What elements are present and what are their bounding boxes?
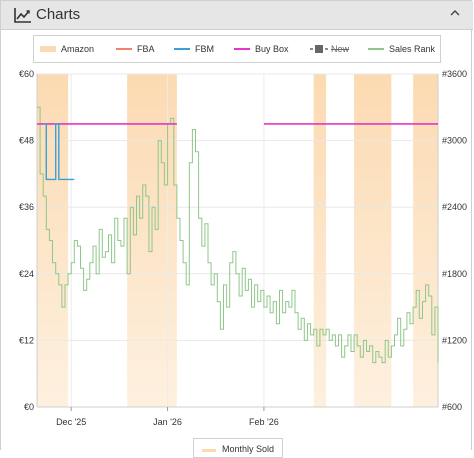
y-left-tick-label: €12 [19, 335, 34, 345]
legend-label: Buy Box [255, 44, 289, 54]
chevron-up-icon[interactable] [448, 6, 462, 20]
amazon-stock-band [413, 74, 438, 407]
charts-panel-header[interactable]: Charts [1, 1, 473, 30]
y-left-tick-label: €24 [19, 269, 34, 279]
x-tick-label: Feb '26 [249, 417, 279, 427]
legend-swatch [368, 48, 384, 50]
legend-label: FBM [195, 44, 214, 54]
legend-swatch [116, 48, 132, 50]
y-left-tick-label: €36 [19, 202, 34, 212]
legend-swatch [174, 48, 190, 50]
legend-swatch [202, 449, 216, 452]
legend-label: Sales Rank [389, 44, 436, 54]
y-right-tick-label: #600 [442, 402, 462, 412]
y-right-tick-label: #1800 [442, 269, 467, 279]
legend-label: FBA [137, 44, 155, 54]
price-history-chart[interactable]: €0 €12 €24 €36 €48 €60 #600 #1200 #1800 #2400 #300… [1, 63, 473, 451]
y-left-tick-label: €48 [19, 136, 34, 146]
legend-label: New [331, 44, 350, 54]
chart-legend: Amazon FBA FBM Buy Box New Sales Rank [33, 35, 441, 63]
series-fbm [43, 123, 75, 181]
x-tick-label: Dec '25 [56, 417, 86, 427]
panel-title: Charts [36, 6, 81, 23]
legend-marker-icon [310, 45, 328, 53]
chart-svg[interactable]: €0 €12 €24 €36 €48 €60 #600 #1200 #1800 #2400 #300… [1, 63, 473, 451]
y-right-tick-label: #3000 [442, 136, 467, 146]
series-sales-rank [37, 106, 439, 364]
y-left-tick-label: €60 [19, 69, 34, 79]
legend-swatch [234, 48, 250, 50]
x-tick-label: Jan '26 [153, 417, 182, 427]
y-right-tick-label: #2400 [442, 202, 467, 212]
legend-label: Amazon [61, 44, 95, 54]
monthly-sold-toggle[interactable]: Monthly Sold [193, 438, 283, 458]
line-chart-icon [14, 8, 31, 23]
legend-swatch [40, 46, 56, 52]
y-right-tick-label: #3600 [442, 69, 467, 79]
amazon-stock-band [313, 74, 327, 407]
y-left-tick-label: €0 [24, 402, 34, 412]
y-right-tick-label: #1200 [442, 335, 467, 345]
monthly-sold-label: Monthly Sold [222, 444, 275, 454]
